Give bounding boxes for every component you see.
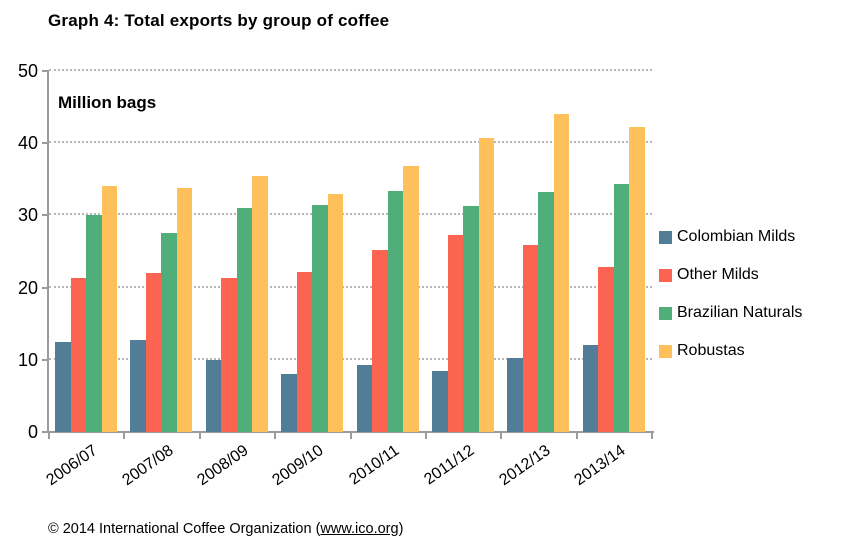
y-tick-mark-30 <box>42 214 49 217</box>
y-tick-mark-20 <box>42 286 49 289</box>
x-tick-mark-7 <box>575 433 578 439</box>
legend-item-robustas: Robustas <box>659 341 745 361</box>
ico-link[interactable]: www.ico.org <box>320 521 399 537</box>
plot-area: Million bags <box>49 69 652 432</box>
bar-colombian-milds-2010-11 <box>356 364 373 432</box>
x-tick-mark-5 <box>425 433 427 439</box>
y-axis-title: Million bags <box>58 93 157 112</box>
x-tick-mark-3 <box>274 433 277 439</box>
bar-brazilian-naturals-2010-11 <box>387 190 404 432</box>
chart-title: Graph 4: Total exports by group of coffe… <box>48 11 390 30</box>
y-tick-mark-10 <box>42 358 49 361</box>
x-label-2011-12: 2011/12 <box>421 442 478 489</box>
bar-brazilian-naturals-2011-12 <box>463 206 479 432</box>
bar-robustas-2012-13 <box>553 114 570 432</box>
legend-swatch-other-milds <box>659 268 672 282</box>
legend-swatch-brazilian-naturals <box>659 306 672 320</box>
legend-label-brazilian-naturals: Brazilian Naturals <box>677 304 803 321</box>
y-tick-label-20: 20 <box>17 277 38 298</box>
x-tick-mark-2 <box>198 433 201 439</box>
bar-brazilian-naturals-2006-07 <box>86 215 102 432</box>
bar-robustas-2010-11 <box>403 166 419 432</box>
y-tick-mark-40 <box>42 142 49 145</box>
x-label-2007-08: 2007/08 <box>119 442 177 490</box>
legend-label-colombian-milds: Colombian Milds <box>677 228 796 245</box>
y-tick-mark-0 <box>42 431 49 433</box>
bar-colombian-milds-2008-09 <box>205 359 222 432</box>
x-label-2009-10: 2009/10 <box>269 442 327 490</box>
legend-swatch-colombian-milds <box>659 230 672 244</box>
x-label-2010-11: 2010/11 <box>346 442 403 489</box>
bar-colombian-milds-2009-10 <box>281 373 297 432</box>
y-tick-label-0: 0 <box>27 422 38 442</box>
x-label-2013-14: 2013/14 <box>571 442 629 490</box>
copyright-suffix: ) <box>398 521 404 537</box>
bar-robustas-2007-08 <box>176 187 193 432</box>
x-label-2008-09: 2008/09 <box>194 442 252 490</box>
bar-other-milds-2011-12 <box>447 234 463 432</box>
bar-brazilian-naturals-2012-13 <box>538 192 554 432</box>
legend-item-colombian-milds: Colombian Milds <box>659 227 795 247</box>
bar-other-milds-2012-13 <box>522 245 539 432</box>
bar-other-milds-2006-07 <box>70 278 86 432</box>
y-tick-label-50: 50 <box>17 61 38 81</box>
bar-robustas-2013-14 <box>629 126 645 432</box>
bar-brazilian-naturals-2008-09 <box>236 208 253 432</box>
bar-robustas-2006-07 <box>101 185 117 432</box>
copyright: © 2014 International Coffee Organization… <box>48 521 403 537</box>
bar-colombian-milds-2013-14 <box>582 344 599 432</box>
gridline-10 <box>49 357 652 360</box>
bar-other-milds-2007-08 <box>145 273 162 432</box>
bar-other-milds-2013-14 <box>598 267 614 432</box>
y-tick-label-40: 40 <box>17 133 38 154</box>
y-tick-label-10: 10 <box>17 349 38 370</box>
bar-brazilian-naturals-2009-10 <box>312 205 328 432</box>
gridline-20 <box>49 285 652 288</box>
y-tick-mark-50 <box>42 70 49 72</box>
copyright-text: © 2014 International Coffee Organization… <box>48 521 321 537</box>
x-label-2006-07: 2006/07 <box>43 442 101 490</box>
bar-colombian-milds-2006-07 <box>55 341 71 432</box>
bar-brazilian-naturals-2007-08 <box>161 232 177 432</box>
legend-item-other-milds: Other Milds <box>659 265 759 285</box>
x-tick-mark-8 <box>651 433 654 439</box>
gridline-30 <box>49 213 652 216</box>
bar-colombian-milds-2011-12 <box>432 371 448 432</box>
x-tick-mark-0 <box>48 433 50 439</box>
x-tick-mark-1 <box>123 433 126 439</box>
bar-robustas-2008-09 <box>252 176 268 432</box>
gridline-40 <box>49 141 652 144</box>
x-label-2012-13: 2012/13 <box>496 442 554 490</box>
bar-colombian-milds-2012-13 <box>507 358 523 432</box>
bar-colombian-milds-2007-08 <box>130 340 146 432</box>
y-axis-line <box>47 70 49 432</box>
x-axis-labels: 2006/07 2007/08 2008/09 2009/10 2010/11 2011/… <box>0 432 852 518</box>
y-tick-label-30: 30 <box>17 205 38 226</box>
legend-swatch-robustas <box>659 344 672 358</box>
legend-label-other-milds: Other Milds <box>677 266 759 283</box>
x-axis-line <box>43 431 654 433</box>
bar-robustas-2009-10 <box>327 194 344 432</box>
bar-robustas-2011-12 <box>478 138 494 432</box>
gridline-50 <box>49 69 652 71</box>
bar-other-milds-2010-11 <box>372 250 388 432</box>
legend-item-brazilian-naturals: Brazilian Naturals <box>659 303 802 323</box>
bar-brazilian-naturals-2013-14 <box>613 183 630 432</box>
bar-other-milds-2009-10 <box>296 272 313 432</box>
bar-other-milds-2008-09 <box>221 277 237 432</box>
x-tick-mark-4 <box>349 433 352 439</box>
x-tick-mark-6 <box>500 433 503 439</box>
legend-label-robustas: Robustas <box>677 342 745 359</box>
